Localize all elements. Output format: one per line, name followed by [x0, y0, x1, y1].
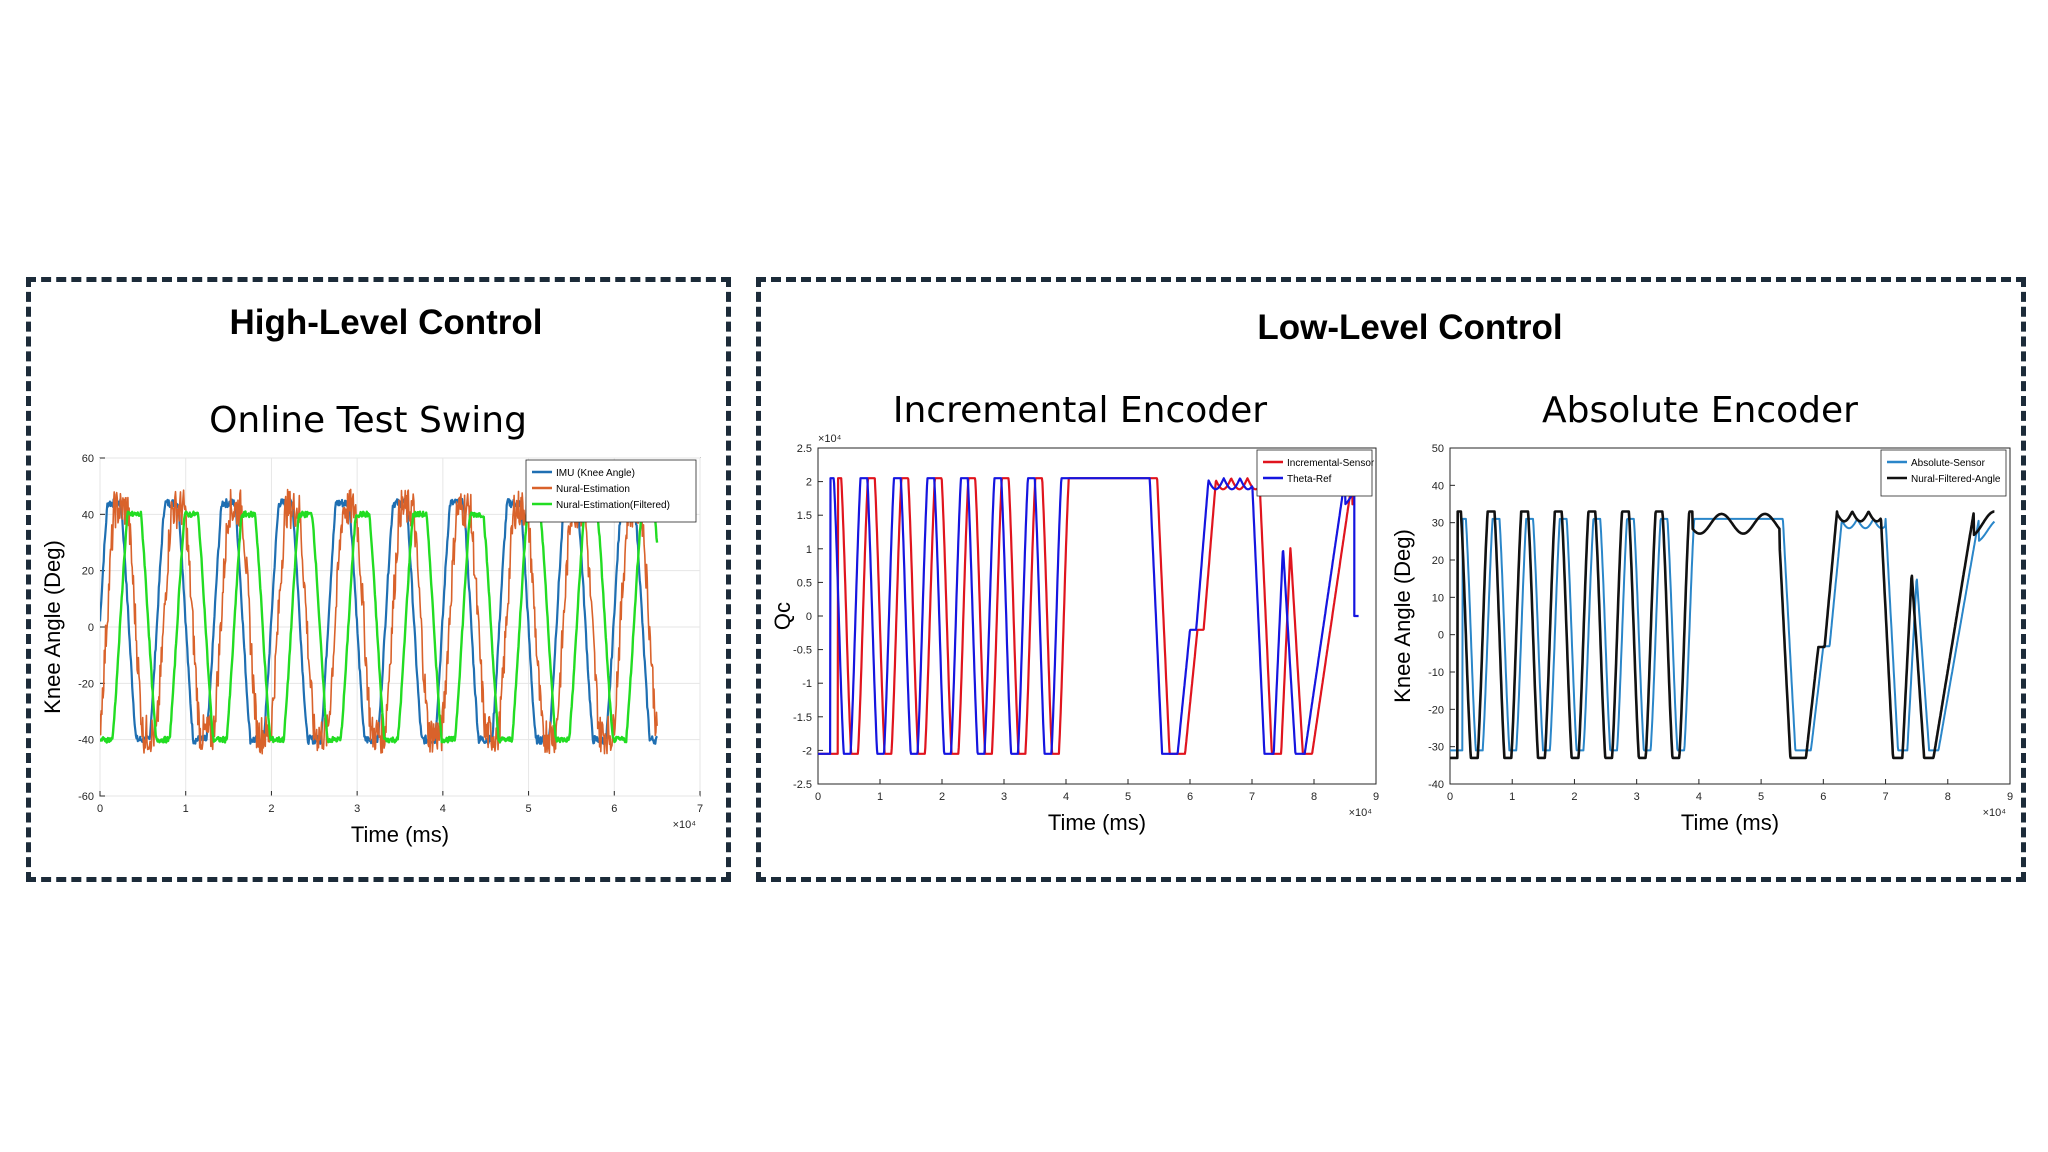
- chart1-x-multiplier: ×10⁴: [673, 819, 697, 831]
- chart1-legend-label-1: Nural-Estimation: [556, 484, 630, 495]
- chart2-ytick-label: -2.5: [793, 779, 812, 791]
- chart1-xtick-label: 7: [697, 803, 703, 815]
- chart1-xlabel: Time (ms): [351, 822, 449, 847]
- chart3-ytick-label: 0: [1438, 630, 1444, 642]
- chart2-xtick-label: 4: [1063, 791, 1069, 803]
- chart3-ytick-label: 10: [1432, 592, 1444, 604]
- chart2-xlabel: Time (ms): [1048, 810, 1146, 835]
- chart2-xtick-label: 5: [1125, 791, 1131, 803]
- chart1-series-1: [100, 488, 658, 755]
- chart3-xlabel: Time (ms): [1681, 810, 1779, 835]
- chart1-legend-label-0: IMU (Knee Angle): [556, 468, 635, 479]
- chart1-ytick-label: 40: [82, 509, 94, 521]
- chart3-legend-label-0: Absolute-Sensor: [1911, 458, 1986, 469]
- chart2-legend-label-1: Theta-Ref: [1287, 474, 1332, 485]
- high-level-control-panel: [26, 277, 731, 882]
- chart1-xtick-label: 2: [268, 803, 274, 815]
- chart3-xtick-label: 3: [1634, 791, 1640, 803]
- chart3-title: Absolute Encoder: [1542, 390, 1858, 431]
- chart2-x-multiplier: ×10⁴: [1349, 807, 1373, 819]
- chart3-ytick-label: 20: [1432, 555, 1444, 567]
- chart2-xtick-label: 0: [815, 791, 821, 803]
- chart1-xtick-label: 4: [440, 803, 446, 815]
- chart2-ytick-label: 1.5: [797, 510, 812, 522]
- chart1-ytick-label: 20: [82, 566, 94, 578]
- chart3-xtick-label: 9: [2007, 791, 2013, 803]
- chart2-xtick-label: 1: [877, 791, 883, 803]
- chart1-xtick-label: 5: [526, 803, 532, 815]
- chart3-ytick-label: -40: [1428, 779, 1444, 791]
- chart1-ytick-label: 0: [88, 622, 94, 634]
- chart1-series-2: [100, 510, 659, 744]
- chart2-title: Incremental Encoder: [892, 390, 1268, 431]
- chart1-legend-label-2: Nural-Estimation(Filtered): [556, 500, 670, 511]
- chart3-ytick-label: 30: [1432, 518, 1444, 530]
- chart2-group: 0 1 2 3 4 5 6 7 8 9 -2.5 -2 -1.5 -1 -0.5 0 0.5 1 1.5 2 2.5 ×1…: [770, 433, 1379, 835]
- chart2-series-1: [818, 477, 1359, 755]
- chart3-xtick-label: 4: [1696, 791, 1702, 803]
- chart1-xtick-label: 3: [354, 803, 360, 815]
- chart2-legend: [1256, 449, 1373, 497]
- chart3-ytick-label: -30: [1428, 742, 1444, 754]
- chart2-ytick-label: -1: [802, 678, 812, 690]
- chart1-xtick-label: 0: [97, 803, 103, 815]
- chart3-ytick-label: 40: [1432, 480, 1444, 492]
- chart2-xtick-label: 6: [1187, 791, 1193, 803]
- chart1-ytick-label: -60: [78, 791, 94, 803]
- chart1-ytick-label: 60: [82, 453, 94, 465]
- chart1-group: 0 1 2 3 4 5 6 7 -60 -40 -20 0 20 40 60 ×10⁴ Time (ms) Kne…: [40, 453, 703, 847]
- chart3-xtick-label: 6: [1820, 791, 1826, 803]
- chart3-ytick-label: -20: [1428, 704, 1444, 716]
- chart2-ytick-label: 0: [806, 611, 812, 623]
- chart3-ytick-label: 50: [1432, 443, 1444, 455]
- chart1-ytick-label: -20: [78, 678, 94, 690]
- chart2-ytick-label: -0.5: [793, 645, 812, 657]
- chart3-group: 0 1 2 3 4 5 6 7 8 9 -40 -30 -20 -10 0 10 20 30 40 50 ×10⁴ Tim…: [1390, 443, 2013, 835]
- chart3-plot-area: [1449, 447, 2011, 785]
- chart3-xtick-label: 2: [1571, 791, 1577, 803]
- chart2-xtick-label: 8: [1311, 791, 1317, 803]
- chart2-legend-label-0: Incremental-Sensor: [1287, 458, 1375, 469]
- chart1-xtick-label: 6: [611, 803, 617, 815]
- chart2-ytick-label: -1.5: [793, 712, 812, 724]
- chart3-x-multiplier: ×10⁴: [1983, 807, 2007, 819]
- chart3-series-1: [1450, 510, 1996, 760]
- chart3-xtick-label: 1: [1509, 791, 1515, 803]
- chart2-xtick-label: 3: [1001, 791, 1007, 803]
- chart3-legend-label-1: Nural-Filtered-Angle: [1911, 474, 2001, 485]
- chart2-ylabel: Qc: [770, 602, 795, 630]
- high-level-heading: High-Level Control: [229, 303, 543, 342]
- chart2-xtick-label: 9: [1373, 791, 1379, 803]
- chart3-legend: [1880, 449, 2007, 497]
- chart2-xtick-label: 7: [1249, 791, 1255, 803]
- chart3-ytick-label: -10: [1428, 667, 1444, 679]
- chart3-xtick-label: 0: [1447, 791, 1453, 803]
- chart2-y-multiplier: ×10⁴: [818, 433, 842, 445]
- chart2-ytick-label: 2: [806, 477, 812, 489]
- chart1-ylabel: Knee Angle (Deg): [40, 540, 65, 714]
- chart1-ytick-label: -40: [78, 735, 94, 747]
- chart3-xtick-label: 8: [1945, 791, 1951, 803]
- low-level-heading: Low-Level Control: [1257, 308, 1563, 347]
- chart3-ylabel: Knee Angle (Deg): [1390, 529, 1415, 703]
- chart1-title: Online Test Swing: [209, 400, 527, 441]
- low-level-control-panel: [756, 277, 2026, 882]
- chart3-xtick-label: 5: [1758, 791, 1764, 803]
- chart2-xtick-label: 2: [939, 791, 945, 803]
- chart3-xtick-label: 7: [1882, 791, 1888, 803]
- chart1-legend: [525, 459, 697, 523]
- chart2-ytick-label: -2: [802, 745, 812, 757]
- chart2-ytick-label: 2.5: [797, 443, 812, 455]
- chart2-ytick-label: 1: [806, 544, 812, 556]
- chart1-xtick-label: 1: [183, 803, 189, 815]
- chart2-ytick-label: 0.5: [797, 577, 812, 589]
